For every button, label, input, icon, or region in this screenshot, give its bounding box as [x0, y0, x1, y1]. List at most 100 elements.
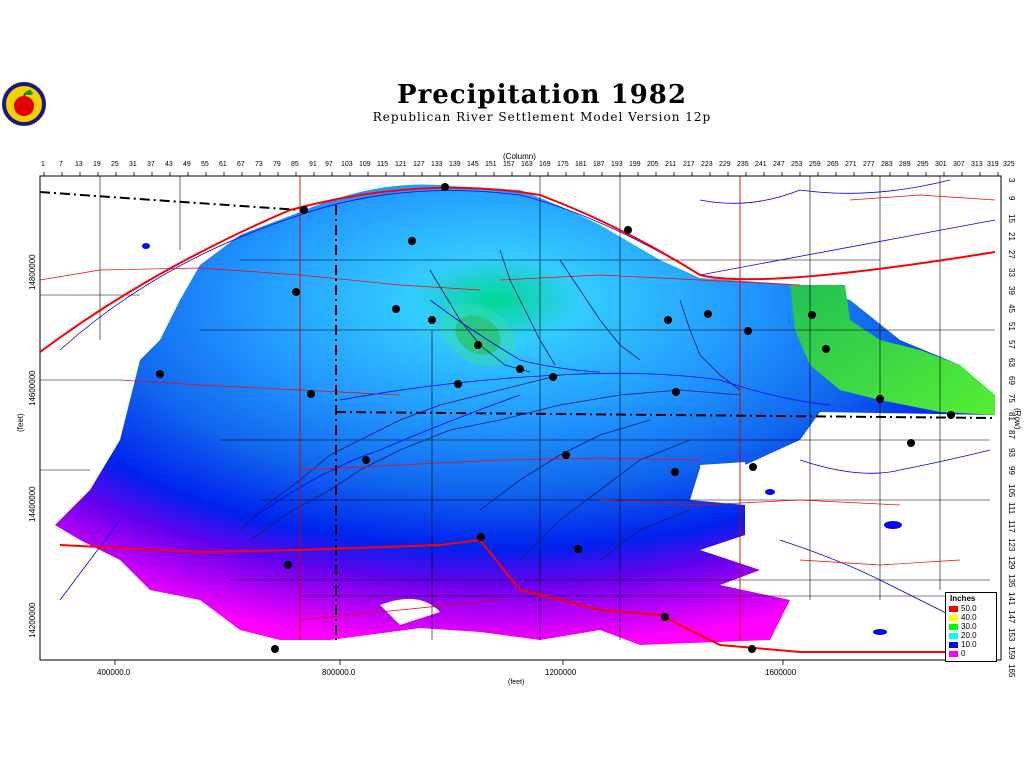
column-tick: 223	[701, 161, 713, 168]
x-feet-tick: 400000.0	[97, 668, 131, 677]
y-feet-tick: 14400000	[28, 486, 37, 522]
column-tick: 115	[377, 161, 389, 168]
column-tick-marks	[43, 172, 999, 176]
legend-label: 50.0	[961, 604, 977, 613]
apple-logo-icon	[2, 82, 46, 126]
row-tick: 93	[1007, 448, 1016, 457]
column-tick: 103	[341, 161, 353, 168]
column-tick: 31	[129, 161, 137, 168]
legend-swatch	[949, 633, 958, 639]
legend-item: 20.0	[949, 631, 995, 640]
y-feet-tick: 14600000	[28, 370, 37, 406]
y-feet-tick: 14800000	[28, 254, 37, 290]
reservoirs	[142, 243, 902, 635]
legend-swatch	[949, 642, 958, 648]
column-tick: 199	[629, 161, 641, 168]
column-tick: 193	[611, 161, 623, 168]
column-tick: 127	[413, 161, 425, 168]
column-tick: 91	[309, 161, 317, 168]
legend-label: 20.0	[961, 631, 977, 640]
column-tick: 235	[737, 161, 749, 168]
column-tick: 289	[899, 161, 911, 168]
row-tick: 75	[1007, 394, 1016, 403]
row-tick: 33	[1007, 268, 1016, 277]
column-tick: 121	[395, 161, 407, 168]
legend-item: 10.0	[949, 640, 995, 649]
column-tick: 13	[75, 161, 83, 168]
x-feet-tick: 1200000	[545, 668, 577, 677]
legend-swatch	[949, 606, 958, 612]
row-tick: 51	[1007, 322, 1016, 331]
row-tick: 3	[1007, 178, 1016, 183]
legend-swatch	[949, 624, 958, 630]
x-feet-tick: 800000.0	[322, 668, 356, 677]
row-tick: 165	[1007, 664, 1016, 678]
column-tick: 295	[917, 161, 929, 168]
column-tick: 97	[325, 161, 333, 168]
column-tick: 109	[359, 161, 371, 168]
row-tick: 159	[1007, 646, 1016, 660]
legend-label: 40.0	[961, 613, 977, 622]
column-tick: 55	[201, 161, 209, 168]
column-tick: 313	[971, 161, 983, 168]
row-tick: 105	[1007, 484, 1016, 498]
column-tick: 133	[431, 161, 443, 168]
column-tick: 19	[93, 161, 101, 168]
column-tick: 205	[647, 161, 659, 168]
column-tick: 169	[539, 161, 551, 168]
column-tick: 1	[41, 161, 45, 168]
legend-item: 30.0	[949, 622, 995, 631]
column-tick: 145	[467, 161, 479, 168]
row-tick: 111	[1007, 502, 1016, 515]
column-tick: 7	[59, 161, 63, 168]
column-tick: 325	[1003, 161, 1015, 168]
roads	[39, 176, 996, 653]
column-axis-title: (Column)	[503, 152, 536, 161]
column-tick: 277	[863, 161, 875, 168]
row-tick: 135	[1007, 574, 1016, 588]
column-tick: 61	[219, 161, 227, 168]
column-tick: 43	[165, 161, 173, 168]
legend-item: 0	[949, 649, 995, 658]
column-tick: 67	[237, 161, 245, 168]
legend-item: 40.0	[949, 613, 995, 622]
column-tick: 73	[255, 161, 263, 168]
y-feet-tick: 14200000	[28, 602, 37, 638]
column-tick: 139	[449, 161, 461, 168]
column-tick: 229	[719, 161, 731, 168]
column-tick: 175	[557, 161, 569, 168]
stream-cells	[239, 249, 741, 561]
column-tick: 49	[183, 161, 191, 168]
map-title: Precipitation 1982	[397, 80, 687, 110]
row-tick: 123	[1007, 538, 1016, 552]
legend: Inches 50.0 40.0 30.0 20.0 10.0 0	[945, 592, 997, 662]
column-tick: 253	[791, 161, 803, 168]
column-tick: 211	[665, 161, 677, 168]
legend-swatch	[949, 615, 958, 621]
row-tick: 141	[1007, 592, 1016, 606]
column-tick: 181	[575, 161, 587, 168]
row-tick: 69	[1007, 376, 1016, 385]
column-tick: 79	[273, 161, 281, 168]
column-tick: 85	[291, 161, 299, 168]
column-tick: 241	[755, 161, 767, 168]
row-tick: 39	[1007, 286, 1016, 295]
row-tick: 9	[1007, 196, 1016, 201]
x-feet-tick: 1600000	[765, 668, 797, 677]
x-feet-axis-title: (feet)	[508, 679, 525, 686]
state-boundaries	[39, 191, 996, 640]
row-tick: 99	[1007, 466, 1016, 475]
column-tick: 265	[827, 161, 839, 168]
column-tick: 37	[147, 161, 155, 168]
map-subtitle: Republican River Settlement Model Versio…	[372, 110, 712, 124]
legend-swatch	[949, 651, 958, 657]
column-tick: 217	[683, 161, 695, 168]
column-tick: 319	[987, 161, 999, 168]
legend-label: 0	[961, 649, 966, 658]
station-points	[156, 183, 955, 653]
row-tick: 129	[1007, 556, 1016, 570]
legend-item: 50.0	[949, 604, 995, 613]
row-tick: 21	[1007, 232, 1016, 241]
column-tick: 271	[845, 161, 857, 168]
